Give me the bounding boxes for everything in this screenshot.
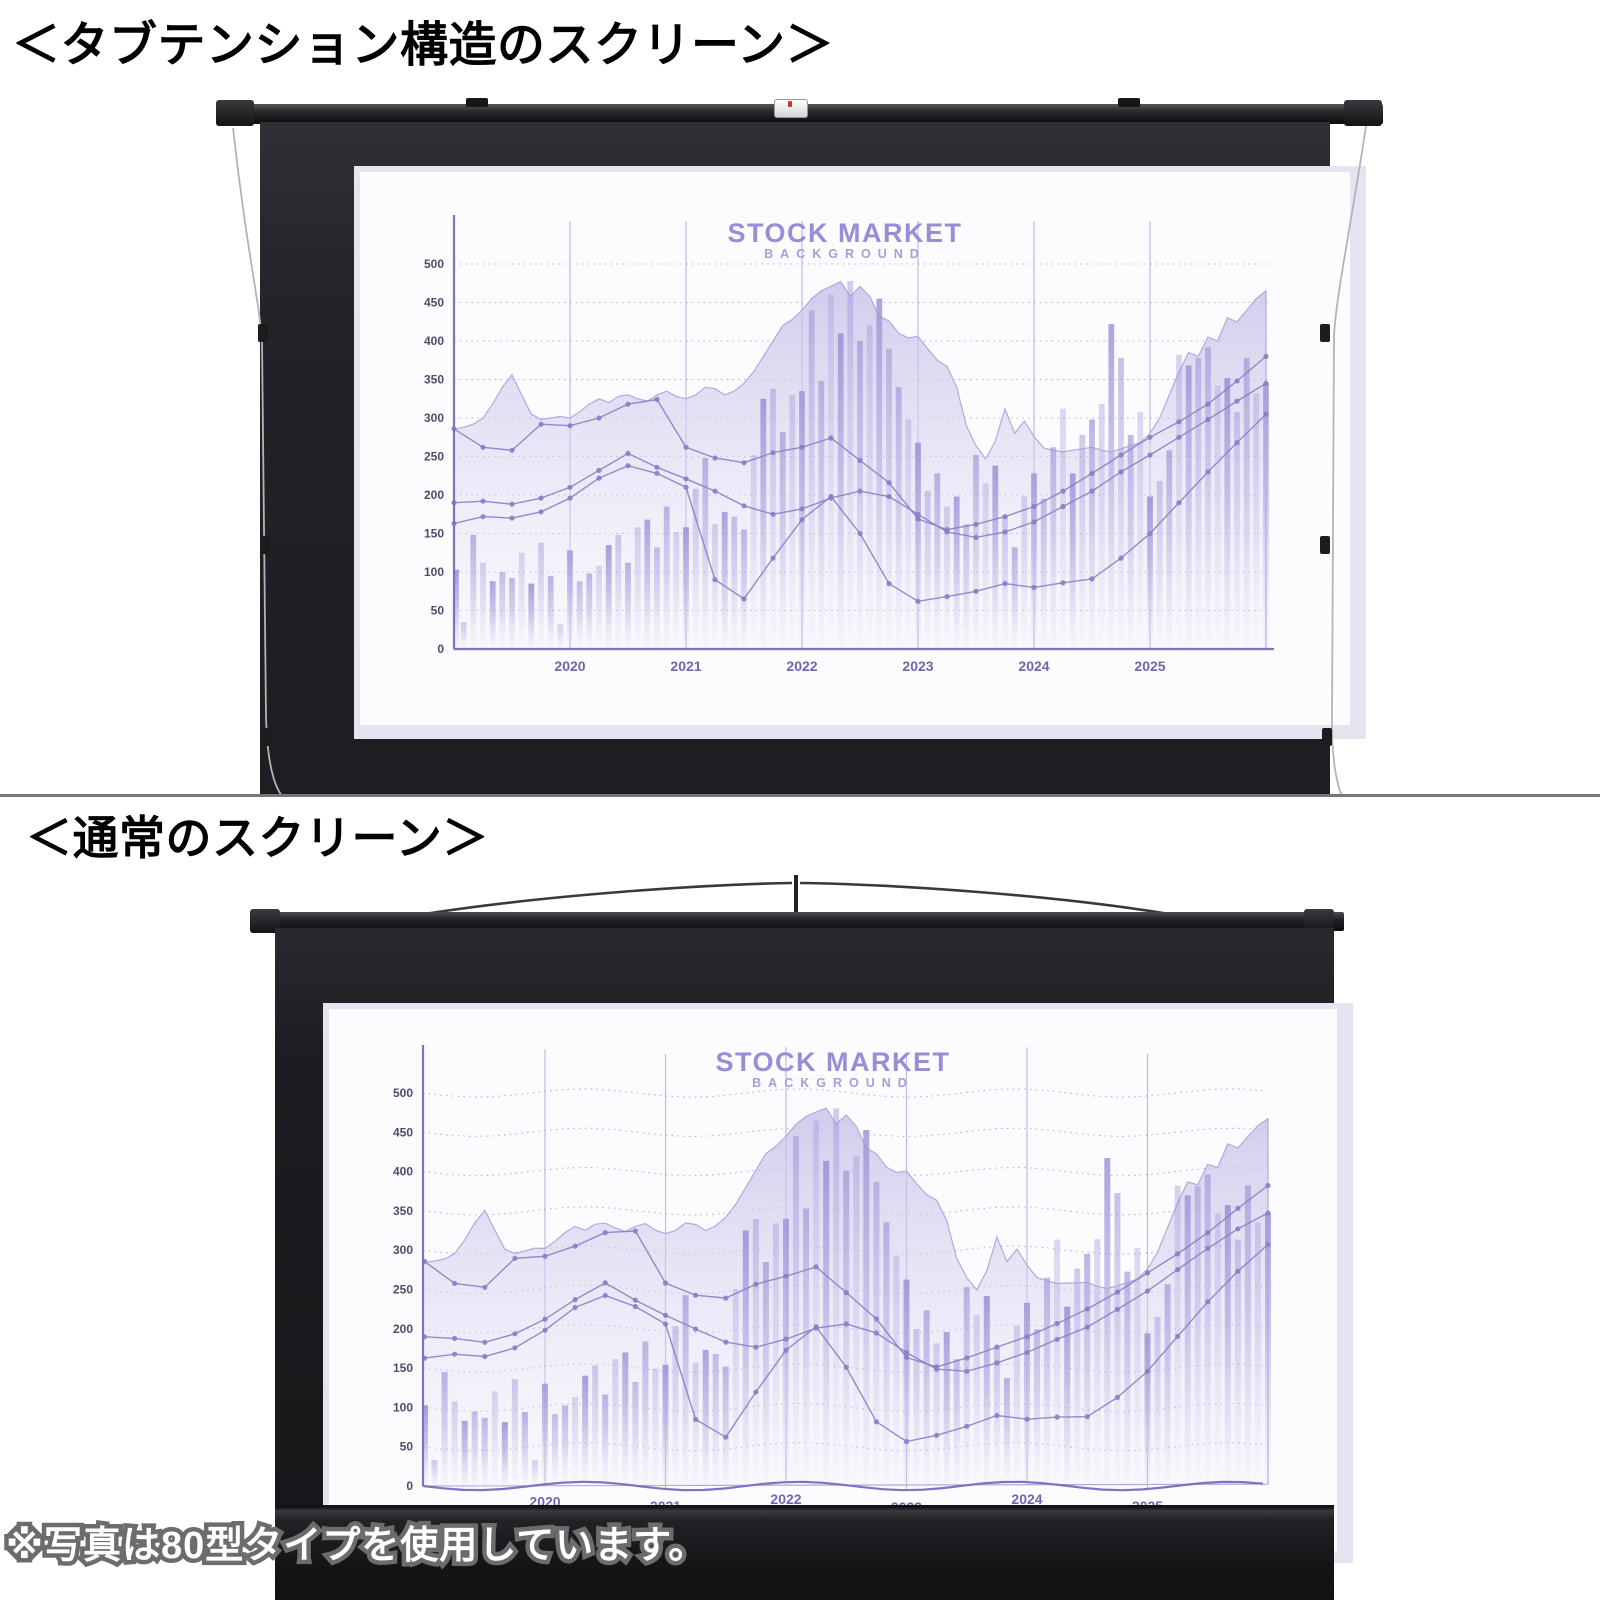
section-title-tab-tension: ＜タブテンション構造のスクリーン＞	[12, 19, 835, 72]
svg-text:2022: 2022	[786, 658, 817, 674]
svg-text:2025: 2025	[1134, 658, 1165, 674]
svg-text:300: 300	[424, 411, 444, 425]
line-middle	[451, 380, 1269, 540]
svg-text:500: 500	[424, 257, 444, 271]
photo-note: ※写真は80型タイプを使用しています。	[1, 1521, 710, 1572]
svg-text:150: 150	[424, 527, 444, 541]
svg-text:500: 500	[393, 1086, 413, 1100]
hanger-wire	[399, 875, 1193, 920]
chart-subtitle: BACKGROUND	[764, 247, 926, 261]
svg-text:2024: 2024	[1011, 1491, 1042, 1507]
svg-text:2022: 2022	[770, 1491, 801, 1507]
line-lower	[451, 411, 1269, 604]
bar-clip-center	[774, 99, 808, 118]
year-labels: 2020 2021 2022 2023 2024 2025	[554, 658, 1165, 674]
svg-text:50: 50	[431, 604, 445, 618]
bar-end-cap-left	[216, 100, 254, 126]
chart-title: STOCK MARKET	[715, 1047, 950, 1077]
svg-text:100: 100	[393, 1400, 413, 1414]
svg-text:150: 150	[393, 1361, 413, 1375]
section-divider	[0, 794, 1600, 797]
bar-clip-left	[466, 98, 488, 107]
chart-title: STOCK MARKET	[727, 218, 962, 248]
svg-text:400: 400	[424, 334, 444, 348]
y-tick-labels: 0 50 100 150 200 250 300 350 400 450 500	[424, 257, 444, 656]
line-upper	[451, 353, 1269, 533]
svg-text:400: 400	[393, 1165, 413, 1179]
svg-text:200: 200	[393, 1322, 413, 1336]
bar-clip-right	[1118, 98, 1140, 107]
svg-text:2021: 2021	[670, 658, 701, 674]
tab-tension-screen-photo: 0 50 100 150 200 250 300 350 400 450 500 2020 2021 20…	[196, 96, 1392, 796]
svg-text:0: 0	[437, 642, 444, 656]
screen-bottom-case	[275, 1505, 1334, 1600]
svg-text:50: 50	[400, 1440, 414, 1454]
x-axis	[422, 1480, 1264, 1492]
screen-black-border: 0501001502002503003504004505002020202120…	[275, 928, 1353, 1600]
svg-text:2020: 2020	[554, 658, 585, 674]
svg-text:0: 0	[406, 1479, 413, 1493]
svg-text:350: 350	[393, 1204, 413, 1218]
svg-text:100: 100	[424, 565, 444, 579]
line-lower	[421, 1241, 1271, 1445]
svg-text:450: 450	[393, 1125, 413, 1139]
svg-text:350: 350	[424, 373, 444, 387]
clip-red-mark	[788, 101, 792, 107]
screen-white-surface: 0501001502002503003504004505002020202120…	[323, 1003, 1353, 1563]
bar-end-cap-right	[1344, 100, 1382, 126]
svg-text:450: 450	[424, 296, 444, 310]
normal-screen-photo: 0501001502002503003504004505002020202120…	[240, 870, 1353, 1600]
line-upper	[421, 1182, 1271, 1370]
stock-market-chart: 0501001502002503003504004505002020202120…	[393, 1045, 1271, 1515]
svg-text:2023: 2023	[902, 658, 933, 674]
section-title-normal: ＜通常のスクリーン＞	[26, 812, 489, 864]
screen-top-bar	[253, 912, 1344, 931]
svg-text:250: 250	[424, 450, 444, 464]
volume-bars	[453, 280, 1269, 650]
y-tick-labels: 0 50 100 150 200 250 300 350 400 450 500	[393, 1086, 413, 1493]
svg-text:200: 200	[424, 488, 444, 502]
svg-text:250: 250	[393, 1283, 413, 1297]
line-middle	[421, 1210, 1271, 1374]
chart-subtitle: BACKGROUND	[752, 1076, 914, 1090]
svg-text:2024: 2024	[1018, 658, 1049, 674]
svg-text:300: 300	[393, 1243, 413, 1257]
